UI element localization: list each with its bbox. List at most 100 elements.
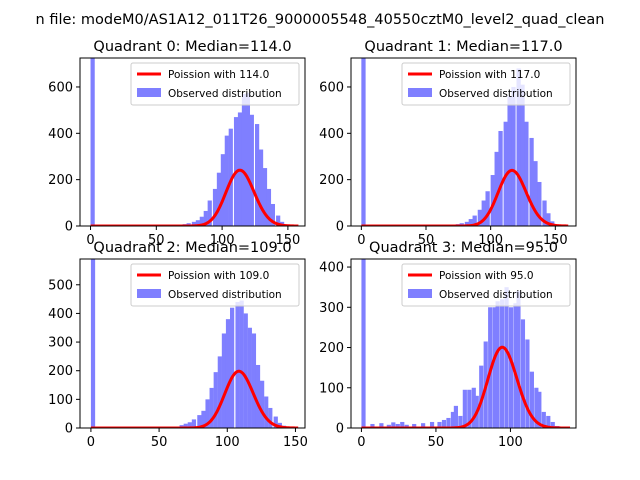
histogram-bar — [255, 124, 260, 226]
histogram-bar — [245, 92, 250, 226]
x-tick-label: 100 — [210, 233, 235, 248]
histogram-bar — [370, 423, 375, 428]
plot-area-2 — [90, 259, 299, 428]
histogram-bar — [511, 86, 516, 226]
y-tick-label: 300 — [48, 336, 73, 351]
histogram-bar — [386, 424, 391, 428]
histogram-bar — [228, 128, 233, 226]
histogram-bar — [260, 380, 265, 428]
y-tick-label: 100 — [48, 393, 73, 408]
histogram-bar — [498, 130, 503, 226]
histogram-bar — [221, 333, 227, 428]
legend-box — [401, 62, 571, 106]
histogram-bar — [541, 411, 546, 428]
histogram-bar — [441, 419, 447, 428]
histogram-bar — [266, 188, 272, 226]
histogram-bar — [268, 407, 273, 428]
histogram-bar — [437, 421, 442, 428]
x-tick-label: 50 — [428, 435, 445, 450]
figure-suptitle: n file: modeM0/AS1A12_011T26_9000005548_… — [36, 12, 605, 28]
x-tick-label: 0 — [357, 435, 365, 450]
y-tick-label: 200 — [48, 173, 73, 188]
histogram-bar — [273, 416, 278, 428]
histogram-bar — [241, 93, 247, 226]
x-tick-label: 100 — [478, 233, 503, 248]
y-tick-label: 100 — [319, 381, 344, 396]
histogram-bar — [529, 137, 534, 226]
histogram-bar — [468, 219, 473, 226]
panel-1: 0 50 100 150 0 200 400 600 Quadrant 1: Median=11… — [319, 39, 577, 248]
panel-title: Quadrant 2: Median=109.0 — [93, 240, 291, 256]
histogram-bar — [255, 364, 261, 428]
histogram-bar — [197, 415, 202, 428]
legend: Poission with 95.0 Observed distribution — [401, 263, 571, 307]
histogram-bar — [239, 300, 244, 428]
histogram-bar — [235, 301, 240, 428]
histogram-bar — [187, 422, 192, 428]
panel-2: 0 50 100 150 0 100 200 300 400 500 Quadrant 2: Med… — [48, 240, 308, 450]
histogram-bar — [264, 396, 269, 428]
panel-title: Quadrant 1: Median=117.0 — [364, 39, 562, 55]
plot-area-3 — [361, 259, 571, 428]
legend-observed-label: Observed distribution — [439, 88, 553, 100]
x-tick-label: 150 — [283, 435, 308, 450]
x-tick-label: 0 — [86, 233, 94, 248]
panel-0: 0 50 100 150 0 200 400 600 Quadrant 0: Median=11… — [48, 39, 306, 248]
histogram-bar — [520, 319, 526, 428]
histogram-bar — [495, 301, 500, 428]
x-tick-label: 50 — [148, 233, 165, 248]
histogram-bar — [471, 387, 476, 428]
histogram-bar — [533, 161, 538, 226]
histogram-bar — [534, 387, 539, 428]
poisson-line — [361, 345, 571, 428]
legend-poisson-label: Poission with 109.0 — [168, 270, 269, 282]
histogram-bar — [191, 419, 197, 428]
histogram-bar — [212, 188, 218, 226]
y-tick-label: 200 — [319, 341, 344, 356]
y-tick-label: 0 — [336, 422, 344, 437]
x-tick-label: 150 — [543, 233, 568, 248]
legend: Poission with 109.0 Observed distribution — [130, 263, 300, 307]
histogram-bar — [472, 215, 477, 226]
legend: Poission with 114.0 Observed distribution — [130, 62, 300, 106]
histogram-bar — [361, 58, 366, 226]
histogram-bar — [251, 333, 257, 428]
histogram-bar — [224, 135, 229, 226]
y-tick-label: 500 — [48, 278, 73, 293]
histogram-bar — [462, 389, 467, 428]
histogram-bar — [516, 68, 521, 226]
histogram-bar — [361, 259, 366, 428]
histogram-bar — [270, 203, 275, 226]
histogram-bar — [213, 372, 218, 428]
histogram-bar — [542, 200, 547, 226]
histogram-bar — [513, 303, 518, 428]
histogram-bar — [247, 327, 252, 428]
histogram-bar — [504, 287, 509, 428]
histogram-bar — [90, 259, 96, 428]
histogram-bar — [490, 175, 495, 226]
y-tick-label: 0 — [336, 220, 344, 235]
legend-observed-label: Observed distribution — [168, 289, 282, 301]
axes-frame — [350, 57, 577, 227]
histogram-bar — [507, 96, 512, 226]
histogram-bar — [524, 121, 529, 226]
histogram-bar — [500, 299, 505, 428]
histogram-bar — [550, 421, 555, 428]
legend-box — [130, 62, 300, 106]
histogram-bar — [537, 391, 542, 428]
histogram-bar — [276, 215, 281, 226]
legend-poisson-label: Poission with 117.0 — [439, 69, 540, 81]
histogram-bar — [205, 399, 210, 428]
histogram-bar — [421, 423, 426, 428]
y-tick-label: 400 — [319, 127, 344, 142]
legend-observed-swatch — [137, 88, 161, 97]
x-tick-label: 0 — [357, 233, 365, 248]
axes-frame — [350, 258, 577, 429]
histogram-bar — [537, 181, 542, 226]
histogram-bar — [492, 307, 497, 428]
panel-3: 0 50 100 0 100 200 300 400 Quadrant 3: Median=95… — [319, 240, 577, 450]
y-tick-label: 400 — [48, 127, 73, 142]
plot-area-0 — [90, 58, 299, 226]
histogram-bar — [216, 172, 222, 226]
histogram-bar — [199, 216, 204, 226]
